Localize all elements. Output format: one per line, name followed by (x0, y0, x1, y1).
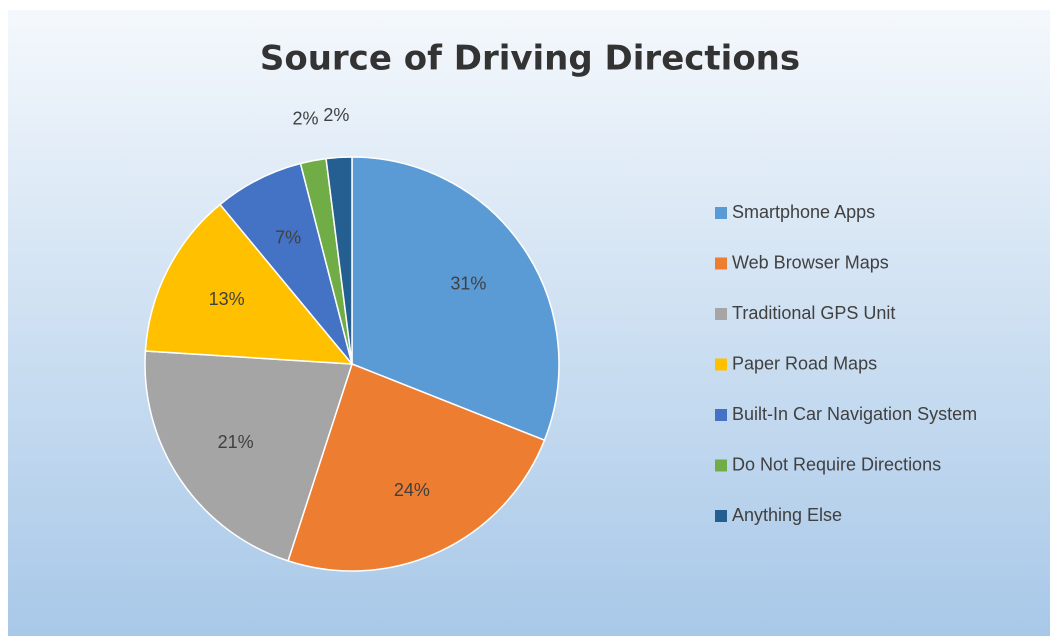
data-label: 31% (450, 274, 486, 294)
data-label: 21% (218, 432, 254, 452)
legend-label: Paper Road Maps (732, 353, 877, 373)
legend-swatch (715, 358, 727, 371)
legend-swatch (715, 308, 727, 320)
legend-label: Anything Else (732, 505, 842, 525)
legend-label: Traditional GPS Unit (732, 303, 895, 323)
data-label: 7% (275, 227, 301, 247)
legend-swatch (715, 459, 727, 472)
pie-slice (351, 156, 560, 442)
data-label: 13% (209, 289, 245, 309)
chart-title: Source of Driving Directions (260, 39, 800, 79)
data-label: 2% (323, 105, 349, 125)
legend-swatch (715, 257, 727, 270)
legend-swatch (715, 510, 727, 522)
legend-swatch (715, 409, 727, 421)
pie-slice (144, 350, 354, 562)
pie-slice (287, 363, 546, 572)
legend-swatch (715, 207, 727, 219)
pie-slice (144, 203, 354, 365)
pie-slice (325, 156, 353, 365)
legend-label: Smartphone Apps (732, 202, 875, 222)
legend-label: Web Browser Maps (732, 252, 889, 272)
data-label: 24% (394, 480, 430, 500)
data-label: 2% (292, 109, 318, 129)
legend-label: Built-In Car Navigation System (732, 404, 977, 424)
legend-label: Do Not Require Directions (732, 454, 941, 474)
